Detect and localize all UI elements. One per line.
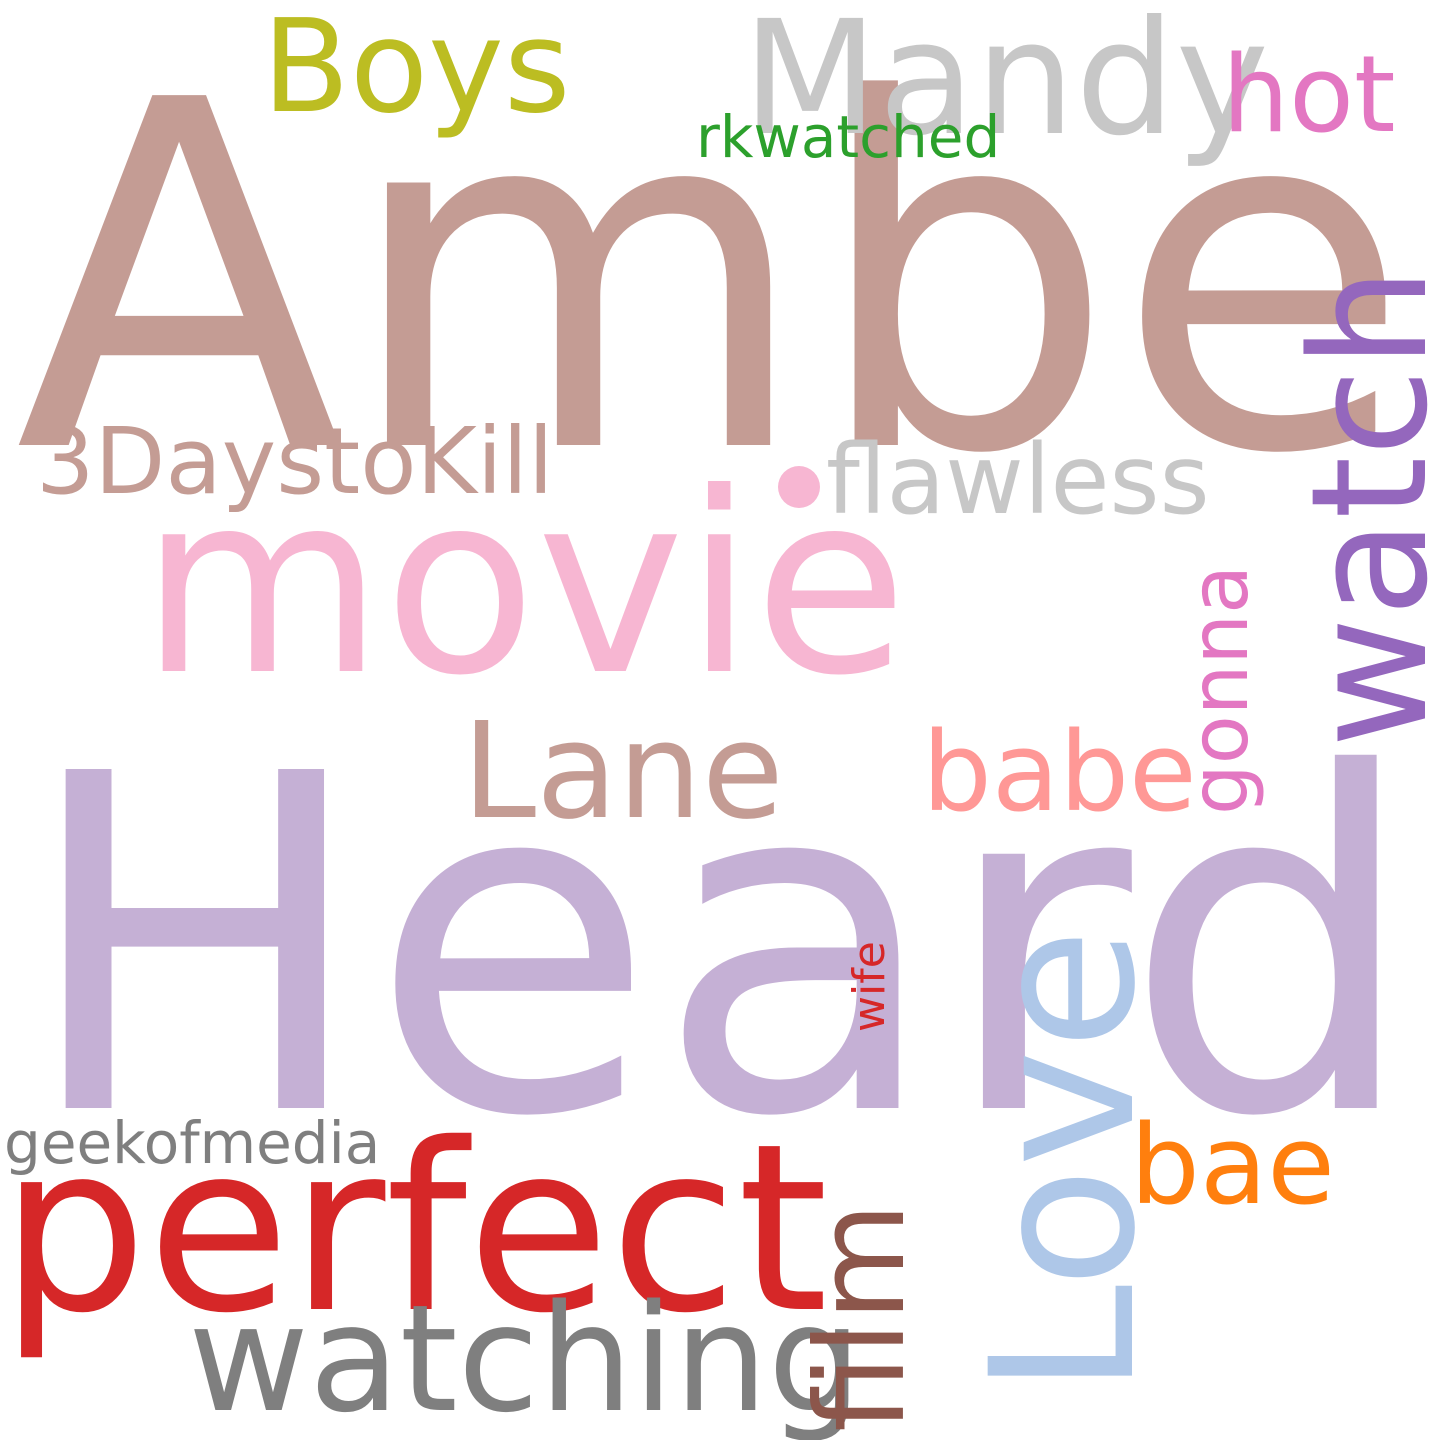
word-rkwatched: rkwatched bbox=[696, 103, 1001, 171]
word-hot: hot bbox=[1222, 33, 1396, 156]
word-wife: wife bbox=[844, 941, 895, 1032]
word-boys: Boys bbox=[262, 0, 571, 142]
word-heard: Heard bbox=[20, 676, 1419, 1218]
word-flawless: flawless bbox=[826, 424, 1210, 536]
word-watch: watch bbox=[1276, 266, 1440, 748]
word-lane: Lane bbox=[462, 695, 784, 849]
word-geekofmedia: geekofmedia bbox=[4, 1109, 381, 1177]
word-film: film bbox=[790, 1202, 932, 1432]
word-babe: babe bbox=[922, 708, 1197, 836]
word-mandy: Mandy bbox=[742, 0, 1270, 171]
word-gonna: gonna bbox=[1173, 564, 1266, 815]
word-3daystokill: 3DaystoKill bbox=[36, 408, 554, 515]
word-movie-i-dot bbox=[778, 466, 820, 508]
word-perfect: perfect bbox=[0, 1094, 829, 1364]
word-movie: movie bbox=[140, 439, 908, 730]
word-amber: Amber bbox=[15, 0, 1440, 559]
word-watching: watching bbox=[188, 1273, 862, 1440]
word-bae: bae bbox=[1130, 1101, 1335, 1229]
